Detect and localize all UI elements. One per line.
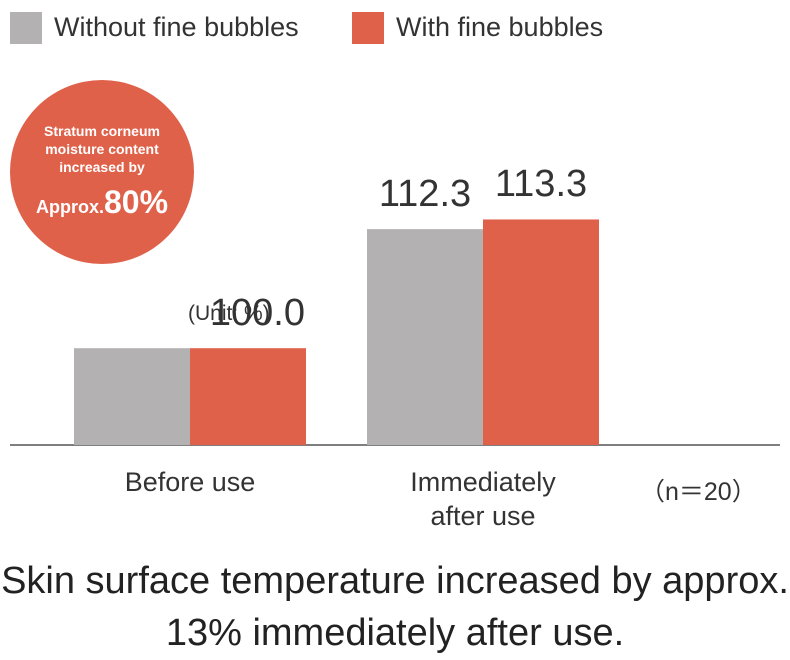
x-tick-label: Immediately after use <box>410 467 556 531</box>
sample-size: （n＝20） <box>640 478 757 506</box>
x-tick-label: Before use <box>124 467 256 497</box>
value-label: 112.3 <box>378 173 472 216</box>
badge: Stratum corneum moisture content increas… <box>10 80 194 264</box>
bar <box>190 348 306 445</box>
legend-swatch <box>352 12 384 44</box>
value-label: 100.0 <box>209 292 305 335</box>
unit-label: (Unit: %) <box>188 302 270 325</box>
badge-prefix: Approx. <box>35 197 104 217</box>
legend-swatch <box>10 12 42 44</box>
caption: Skin surface temperature increased by ap… <box>1 560 789 654</box>
legend-label: With fine bubbles <box>396 12 604 42</box>
legend-label: Without fine bubbles <box>54 12 299 42</box>
bar <box>483 219 599 445</box>
bar <box>74 348 190 445</box>
bar <box>367 229 483 445</box>
badge-text: Stratum corneum moisture content increas… <box>44 123 160 175</box>
value-label: 113.3 <box>494 163 588 206</box>
badge-value: 80% <box>103 184 169 220</box>
